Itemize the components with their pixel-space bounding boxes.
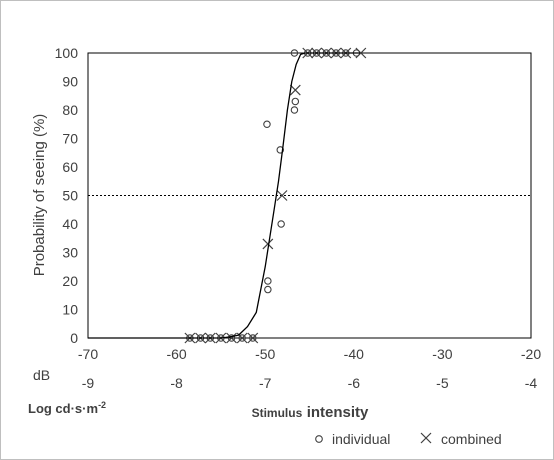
individual-point [249,334,257,342]
individual-point [263,120,271,129]
combined-point [289,84,301,96]
y-tick-label: 80 [62,102,78,118]
combined-point-stroke [289,84,301,96]
legend-label-combined: combined [441,431,502,447]
x-tick-label-db: -20 [521,346,541,362]
x-tick-label-db: -30 [432,346,452,362]
legend-circle-marker [315,435,323,443]
y-tick-label: 100 [55,45,79,61]
x-tick-label-db: -70 [78,346,98,362]
x-tick-label-log: -9 [82,375,95,391]
y-axis-label: Probability of seeing (%) [31,114,48,277]
combined-point-stroke [236,332,248,344]
combined-point-stroke [247,332,259,344]
y-tick-label: 70 [62,131,78,147]
y-tick-labels: 0 10 20 30 40 50 60 70 80 90 100 [55,45,79,346]
plot-area [87,52,532,339]
x-unit-log-base: Log cd·s·m [28,401,98,416]
combined-point-stroke [276,190,288,201]
individual-point [264,277,272,285]
x-tick-label-log: -6 [348,375,361,391]
x-axis-label-main: intensity [307,404,369,421]
x-tick-label-db: -50 [255,346,275,362]
y-tick-label: 30 [62,245,78,261]
fit-curve [88,52,360,339]
individual-point [290,49,299,57]
y-tick-label: 40 [62,216,78,232]
combined-point [226,332,237,344]
x-tick-label-log: -4 [525,375,538,391]
individual-point [227,334,236,342]
x-axis-label-prefix: Stimulus [252,406,303,420]
legend-label-individual: individual [332,431,390,447]
x-axis-label: Stimulus intensity [252,404,369,421]
individual-point [276,146,285,154]
x-tick-label-log: -5 [436,375,449,391]
y-tick-label: 50 [62,188,78,204]
combined-point [355,47,367,59]
legend-x-marker [420,432,432,444]
y-tick-label: 10 [62,302,78,318]
legend: individual combined [315,431,502,447]
combined-point [262,238,274,250]
x-tick-label-db: -40 [344,346,364,362]
individual-point [290,106,299,114]
x-tick-labels-log: -9 -8 -7 -6 -5 -4 [82,375,538,391]
combined-point-stroke [355,47,367,59]
individual-point [291,97,300,106]
y-tick-label: 60 [62,159,78,175]
y-tick-label: 90 [62,74,78,90]
x-unit-db: dB [33,367,50,383]
x-tick-label-db: -60 [166,346,186,362]
individual-point [264,285,272,294]
series-layer [88,47,367,344]
combined-point [247,332,259,344]
combined-point-stroke [226,332,237,344]
y-tick-label: 20 [62,273,78,289]
x-unit-log-sup: -2 [98,400,106,410]
y-tick-label: 0 [70,330,78,346]
individual-point [277,220,285,228]
x-tick-label-log: -7 [259,375,272,391]
x-tick-label-log: -8 [170,375,183,391]
combined-point [276,190,288,201]
x-unit-log: Log cd·s·m-2 [28,400,106,416]
combined-point-stroke [262,238,274,250]
x-tick-labels-db: -70 -60 -50 -40 -30 -20 [78,346,541,362]
individual-point [238,334,246,342]
